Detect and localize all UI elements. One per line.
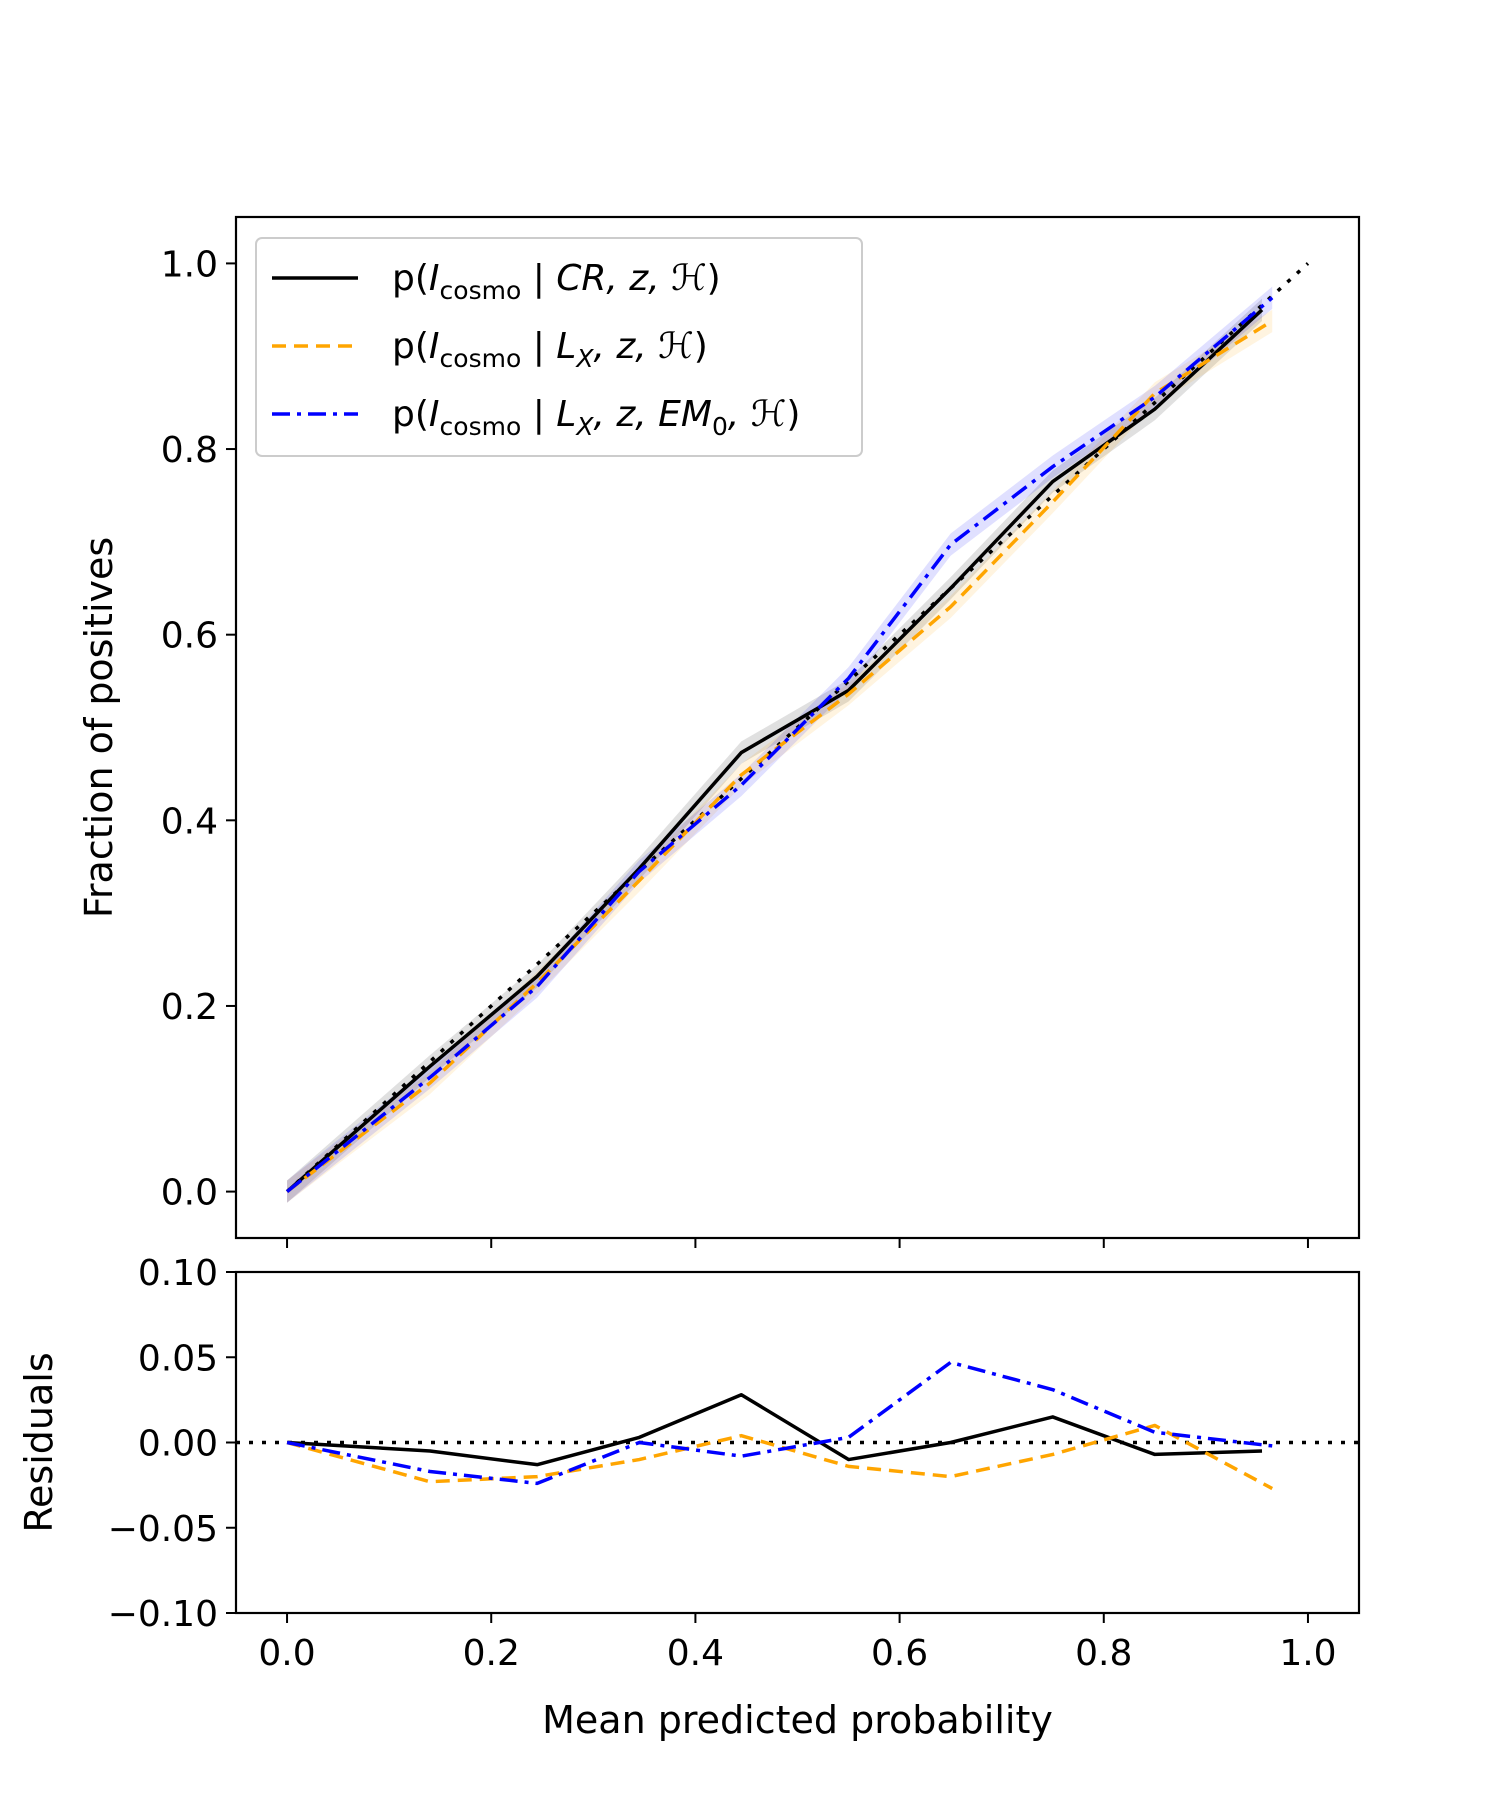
bottom-y-ticks: −0.10 −0.05 0.00 0.05 0.10	[108, 1253, 236, 1635]
residuals-y-axis-label: Residuals	[17, 1352, 61, 1532]
residuals-panel: −0.10 −0.05 0.00 0.05 0.10 0.0 0.2 0.4 0.6 0.8 1.…	[17, 1253, 1361, 1742]
legend: p(Icosmo | CR, z, ℋ) p(Icosmo | LX, z, ℋ…	[255, 237, 863, 457]
top-y-ticks: 0.0 0.2 0.4 0.6 0.8 1.0	[161, 244, 236, 1214]
top-x-ticks	[286, 1238, 1309, 1248]
residual-series	[286, 1360, 1274, 1491]
legend-label-blue-dashdot: p(Icosmo | LX, z, EM0, ℋ)	[392, 394, 800, 441]
y-tick-label: 0.4	[161, 801, 218, 842]
bottom-x-ticks: 0.0 0.2 0.4 0.6 0.8 1.0	[258, 1613, 1337, 1674]
x-tick-label: 1.0	[1279, 1633, 1336, 1674]
y-tick-label: 1.0	[161, 244, 218, 285]
x-tick-label: 0.2	[463, 1633, 520, 1674]
x-axis-label: Mean predicted probability	[542, 1698, 1053, 1742]
y-tick-label: 0.0	[161, 1173, 218, 1214]
residual-orange-dashed	[286, 1423, 1274, 1491]
y-tick-label: 0.8	[161, 430, 218, 471]
y-tick-label: 0.6	[161, 616, 218, 657]
residual-y-tick-label: 0.05	[138, 1338, 218, 1379]
x-tick-label: 0.8	[1075, 1633, 1132, 1674]
calibration-series	[285, 296, 1274, 1193]
top-axes-frame	[234, 215, 1361, 1240]
residual-y-tick-label: 0.10	[138, 1253, 218, 1294]
legend-label-black-solid: p(Icosmo | CR, z, ℋ)	[392, 258, 721, 305]
legend-box	[255, 237, 863, 457]
y-tick-label: 0.2	[161, 987, 218, 1028]
residual-blue-dashdot	[286, 1360, 1273, 1486]
residual-y-tick-label: 0.00	[138, 1424, 218, 1465]
x-tick-label: 0.4	[667, 1633, 724, 1674]
residual-y-tick-label: −0.05	[108, 1509, 218, 1550]
legend-label-orange-dashed: p(Icosmo | LX, z, ℋ)	[392, 326, 708, 373]
residual-y-tick-label: −0.10	[108, 1594, 218, 1635]
series-blue-dashdot	[285, 296, 1274, 1193]
residual-black-solid	[286, 1393, 1263, 1467]
x-tick-label: 0.0	[258, 1633, 315, 1674]
y-axis-label: Fraction of positives	[77, 537, 121, 918]
x-tick-label: 0.6	[871, 1633, 928, 1674]
calibration-panel: 0.0 0.2 0.4 0.6 0.8 1.0 Fraction of positives…	[77, 215, 1361, 1248]
